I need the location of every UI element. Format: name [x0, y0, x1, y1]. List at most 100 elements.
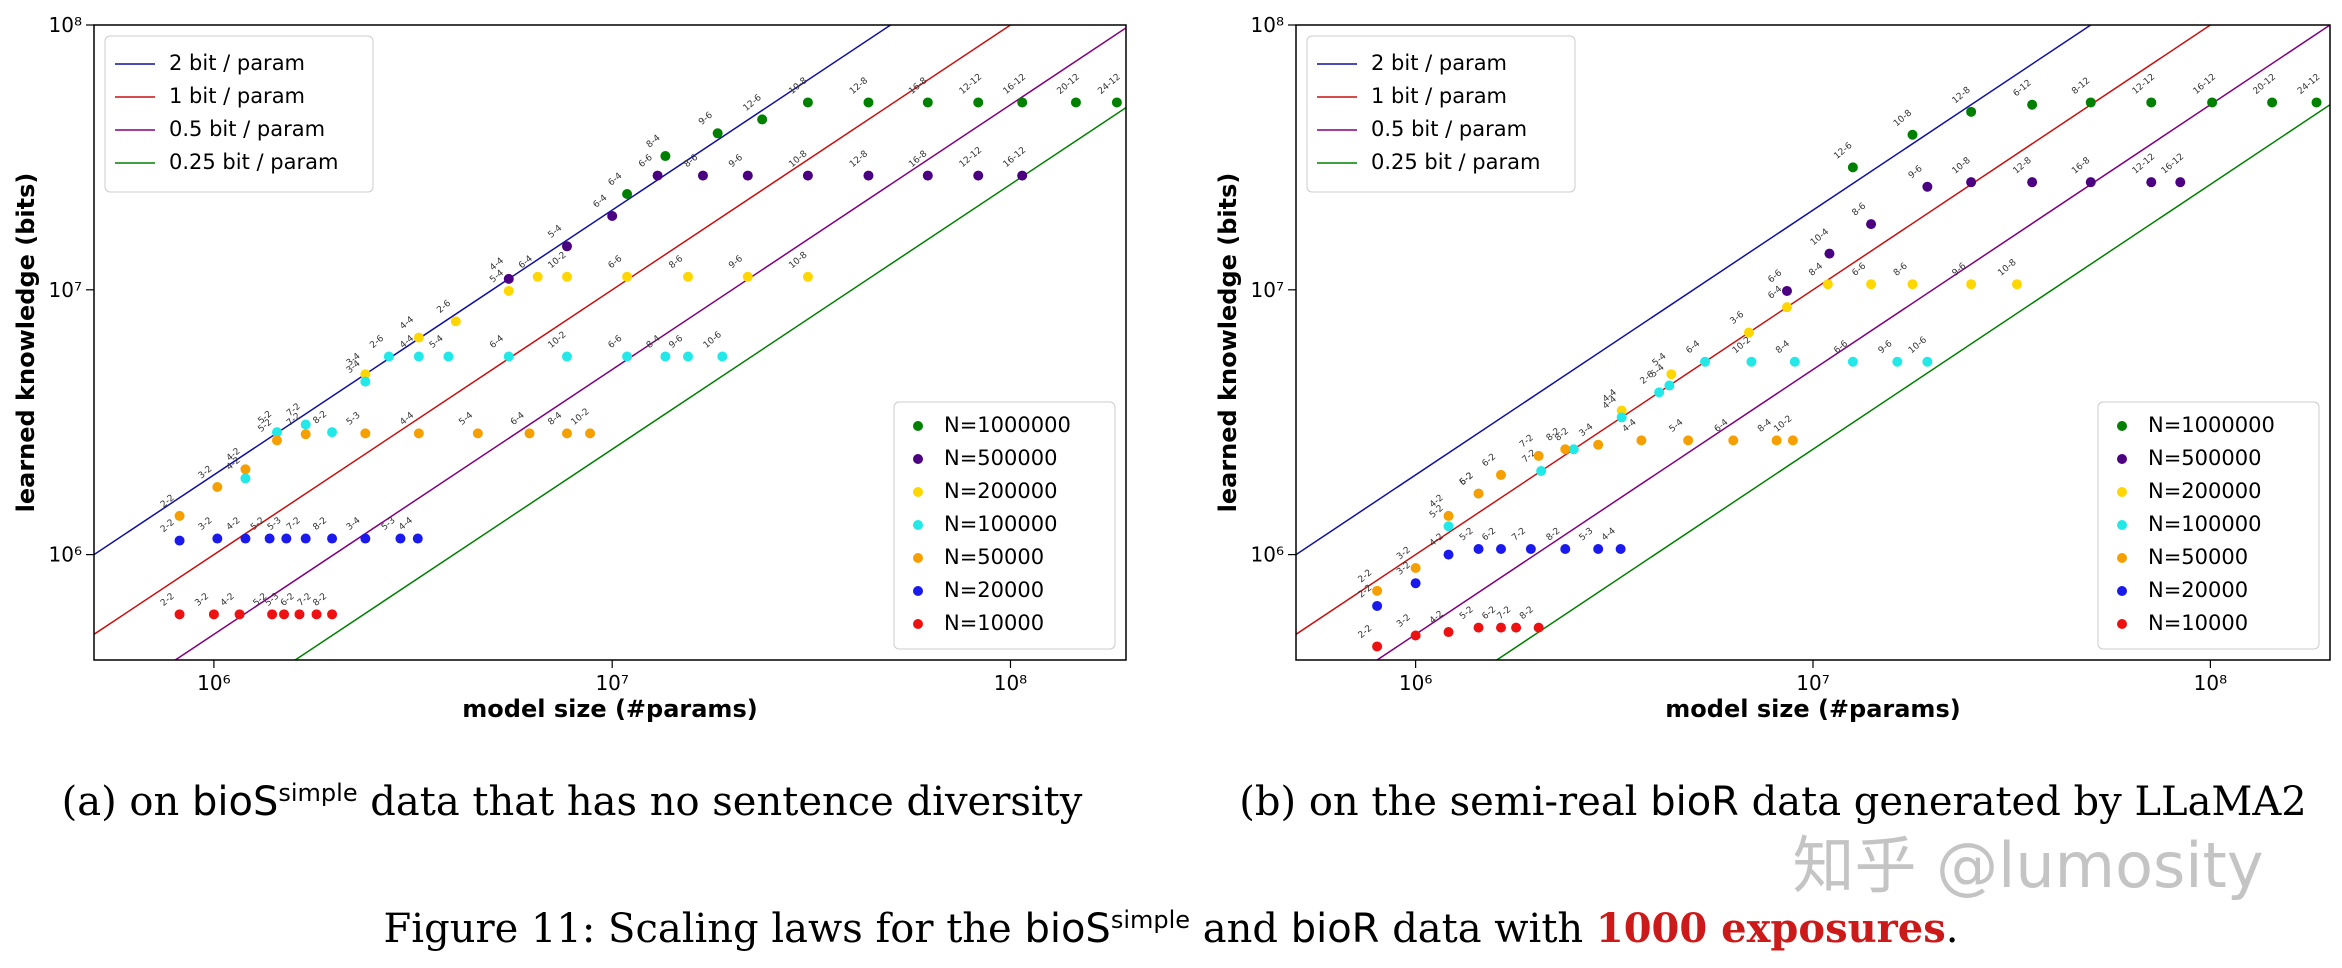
- y-tick-label: 10⁶: [1251, 543, 1284, 567]
- caption-part: simple: [278, 779, 357, 807]
- caption-part: simple: [1111, 906, 1190, 934]
- point-label: 10-8: [787, 250, 809, 271]
- point-label: 8-2: [312, 592, 330, 609]
- point: [472, 428, 483, 439]
- x-axis-label: model size (#params): [462, 695, 757, 723]
- legend-label: N=100000: [2148, 512, 2261, 536]
- point-label: 6-6: [1832, 339, 1850, 356]
- point: [622, 271, 633, 282]
- legend-marker: [913, 520, 923, 530]
- point: [1746, 356, 1757, 367]
- point: [682, 271, 693, 282]
- point: [264, 533, 275, 544]
- point: [174, 535, 185, 546]
- caption-part: bioR: [1650, 779, 1739, 825]
- point-label: 2-2: [159, 518, 177, 535]
- point: [802, 271, 813, 282]
- point-label: 10-6: [1907, 335, 1929, 356]
- point: [1771, 435, 1782, 446]
- line-legend: 2 bit / param 1 bit / param 0.5 bit / para…: [1306, 35, 1576, 193]
- x-tick-label: 10⁷: [595, 671, 628, 695]
- point: [1728, 435, 1739, 446]
- line-legend: 2 bit / param 1 bit / param 0.5 bit / para…: [104, 35, 374, 193]
- legend-marker: [913, 586, 923, 596]
- legend-box: [1306, 35, 1576, 193]
- point: [311, 609, 322, 620]
- point-label: 2-2: [1357, 568, 1375, 585]
- point-label: 9-6: [667, 334, 685, 351]
- point-label: 6-2: [1480, 526, 1498, 543]
- point-label: 12-8: [1951, 85, 1973, 106]
- point: [561, 271, 572, 282]
- y-tick-label: 10⁷: [49, 278, 82, 302]
- point: [561, 241, 572, 252]
- point-label: 4-4: [1600, 526, 1618, 543]
- point-label: 2-2: [159, 493, 177, 510]
- point-label: 10-8: [787, 76, 809, 97]
- point: [922, 97, 933, 108]
- legend-marker: [913, 553, 923, 563]
- point: [1111, 97, 1122, 108]
- point-label: 4-2: [1428, 532, 1446, 549]
- point: [443, 351, 454, 362]
- point-label: 8-2: [312, 516, 330, 533]
- point: [1525, 544, 1536, 555]
- point-label: 9-6: [727, 153, 745, 170]
- legend-label: 2 bit / param: [1371, 51, 1507, 75]
- legend-marker: [2117, 520, 2127, 530]
- point: [1372, 641, 1383, 652]
- point-label: 16-12: [2160, 152, 2186, 176]
- legend-label: N=50000: [2148, 545, 2248, 569]
- point-label: 16-12: [2192, 72, 2218, 96]
- point: [2085, 97, 2096, 108]
- caption-part: bioS: [1024, 906, 1110, 952]
- point: [1892, 356, 1903, 367]
- caption-part: .: [1946, 906, 1959, 952]
- point: [1473, 488, 1484, 499]
- point: [279, 609, 290, 620]
- point-label: 6-2: [1480, 452, 1498, 469]
- point: [1017, 170, 1028, 181]
- point: [1473, 622, 1484, 633]
- point-label: 4-2: [225, 516, 243, 533]
- point: [383, 351, 394, 362]
- point-label: 3-2: [193, 592, 211, 609]
- point: [413, 332, 424, 343]
- point: [1700, 356, 1711, 367]
- point: [2085, 177, 2096, 188]
- point: [1443, 521, 1454, 532]
- legend-label: N=1000000: [2148, 413, 2275, 437]
- legend-marker: [2117, 553, 2127, 563]
- point-label: 5-2: [1458, 605, 1476, 622]
- point: [1781, 302, 1792, 313]
- legend-marker: [2117, 619, 2127, 629]
- legend-box: [104, 35, 374, 193]
- point: [450, 316, 461, 327]
- point: [413, 351, 424, 362]
- point-label: 10-2: [1731, 335, 1753, 356]
- point: [174, 510, 185, 521]
- legend-marker: [2117, 586, 2127, 596]
- point-label: 2-6: [435, 298, 453, 315]
- point: [1511, 622, 1522, 633]
- axes-frame: [93, 24, 1127, 661]
- point: [561, 428, 572, 439]
- point: [712, 128, 723, 139]
- point: [2027, 99, 2038, 110]
- point: [622, 189, 633, 200]
- legend-box: [893, 401, 1116, 650]
- point: [360, 369, 371, 380]
- point: [1070, 97, 1081, 108]
- point: [1847, 356, 1858, 367]
- point: [622, 351, 633, 362]
- point-label: 10-8: [1951, 155, 1973, 176]
- point: [652, 170, 663, 181]
- point-label: 6-6: [637, 153, 655, 170]
- legend-label: N=10000: [944, 611, 1044, 635]
- point-label: 20-12: [2252, 72, 2278, 96]
- point-label: 8-4: [546, 410, 564, 427]
- point: [327, 427, 338, 438]
- point: [2146, 97, 2157, 108]
- point-label: 8-6: [667, 254, 685, 271]
- caption-part: data with: [1379, 906, 1595, 952]
